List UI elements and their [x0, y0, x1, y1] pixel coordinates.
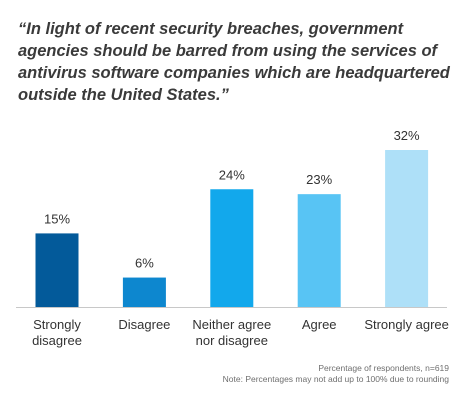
- category-label: Strongly: [33, 317, 81, 332]
- data-label: 24%: [219, 167, 245, 182]
- data-label: 6%: [135, 256, 154, 271]
- data-label: 15%: [44, 211, 70, 226]
- data-label: 32%: [394, 128, 420, 143]
- bar: [385, 150, 429, 307]
- data-label: 23%: [306, 172, 332, 187]
- category-label: disagree: [32, 333, 82, 348]
- category-label: Strongly agree: [364, 317, 449, 332]
- bar: [210, 189, 254, 307]
- category-label: Disagree: [118, 317, 170, 332]
- category-label: Neither agree: [192, 317, 271, 332]
- chart-title: “In light of recent security breaches, g…: [18, 20, 450, 104]
- category-label: Agree: [302, 317, 337, 332]
- category-label: nor disagree: [196, 333, 268, 348]
- bar: [122, 277, 166, 307]
- bar: [35, 233, 79, 307]
- chart-footer: Percentage of respondents, n=619 Note: P…: [223, 363, 449, 384]
- rounding-note: Note: Percentages may not add up to 100%…: [222, 373, 449, 384]
- bar: [297, 194, 341, 307]
- respondents-note: Percentage of respondents, n=619: [318, 363, 449, 373]
